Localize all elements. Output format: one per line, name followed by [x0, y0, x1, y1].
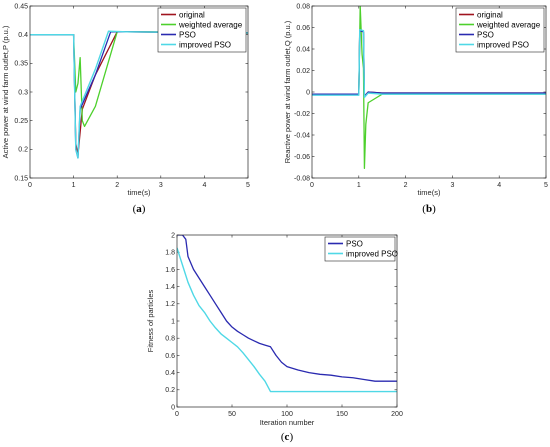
series-line-improved-pso [30, 30, 248, 159]
y-tick-label: 1 [171, 318, 175, 325]
y-tick-label: 2 [171, 232, 175, 239]
series-group [30, 30, 248, 159]
chart-panel-a: 0 1 2 3 4 5 0.15 0.2 0.25 0.3 0.35 0.4 0.45 originalw… [1, 3, 250, 215]
legend-entry: PSO [179, 30, 196, 39]
axes-frame [176, 234, 398, 408]
legend-entry: original [179, 10, 205, 19]
legend-entry: PSO [346, 239, 363, 248]
y-tick-label: 1.6 [165, 267, 175, 274]
series-line-improved-pso [177, 247, 397, 393]
y-tick-label: -0.08 [294, 175, 310, 182]
x-tick-label: 4 [497, 182, 501, 189]
y-tick-label: 0 [306, 89, 310, 96]
y-tick-label: -0.02 [294, 111, 310, 118]
y-tick-label: 0.25 [14, 118, 28, 125]
x-tick-label: 3 [450, 182, 454, 189]
x-tick-label: 4 [202, 182, 206, 189]
y-tick-label: 0.04 [296, 46, 310, 53]
y-tick-label: 0 [171, 404, 175, 411]
legend-entry: PSO [477, 30, 494, 39]
y-tick-label: 0.4 [18, 32, 28, 39]
series-group [177, 235, 397, 393]
x-tick-label: 5 [246, 182, 250, 189]
legend-entry: improved PSO [477, 40, 529, 49]
y-tick-label: 1.8 [165, 250, 175, 257]
y-tick-label: 0.4 [165, 370, 175, 377]
x-tick-label: 2 [404, 182, 408, 189]
legend-entry: improved PSO [346, 249, 398, 258]
y-tick-label: -0.06 [294, 154, 310, 161]
y-axis-label: Fitness of particles [146, 289, 155, 352]
x-tick-label: 150 [336, 411, 348, 418]
x-axis-label: time(s) [128, 188, 151, 197]
y-axis-label: Reactive power at wind farm outlet,Q (p.… [283, 20, 292, 163]
y-tick-label: 0.02 [296, 68, 310, 75]
x-tick-label: 0 [310, 182, 314, 189]
y-tick-label: 0.2 [165, 387, 175, 394]
legend-entry: weighted average [178, 20, 243, 29]
legend-entry: original [477, 10, 503, 19]
y-tick-label: 0.35 [14, 61, 28, 68]
x-tick-label: 2 [115, 182, 119, 189]
x-tick-label: 50 [228, 411, 236, 418]
x-tick-label: 1 [357, 182, 361, 189]
x-tick-label: 1 [72, 182, 76, 189]
y-axis-label: Active power at wind farm outlet,P (p.u.… [1, 25, 10, 158]
y-tick-label: 0.8 [165, 336, 175, 343]
x-axis-label: Iteration number [260, 418, 315, 427]
panel-label: (c) [281, 431, 294, 443]
chart-panel-b: 0 1 2 3 4 5 -0.08 -0.06 -0.04 -0.02 0 0.02 0.04 0.06 0… [283, 3, 548, 215]
axes-frame [29, 5, 249, 179]
legend-entry: improved PSO [179, 40, 231, 49]
legend-box [324, 236, 396, 262]
x-tick-label: 5 [544, 182, 548, 189]
y-tick-label: 1.4 [165, 284, 175, 291]
y-tick-label: 1.2 [165, 301, 175, 308]
series-line-pso [177, 235, 397, 382]
axes-frame [311, 5, 547, 179]
y-tick-label: -0.04 [294, 132, 310, 139]
y-tick-label: 0.6 [165, 353, 175, 360]
x-tick-label: 200 [391, 411, 403, 418]
x-axis-label: time(s) [418, 188, 441, 197]
legend-box [157, 7, 247, 53]
legend-entry: weighted average [476, 20, 541, 29]
series-group [312, 6, 546, 169]
x-tick-label: 0 [175, 411, 179, 418]
chart-panel-c: 0 50 100 150 200 0 0.2 0.4 0.6 0.8 1 1.2 1.4 1.6 1.8 2 P… [146, 232, 403, 443]
panel-label: (a) [133, 203, 146, 215]
y-tick-label: 0.2 [18, 147, 28, 154]
y-tick-label: 0.06 [296, 25, 310, 32]
y-tick-label: 0.08 [296, 3, 310, 10]
x-tick-label: 0 [28, 182, 32, 189]
y-tick-label: 0.15 [14, 175, 28, 182]
x-tick-label: 3 [159, 182, 163, 189]
panel-label: (b) [422, 203, 436, 215]
series-line-improved-pso [312, 28, 546, 99]
y-tick-label: 0.45 [14, 3, 28, 10]
y-tick-label: 0.3 [18, 89, 28, 96]
x-tick-label: 100 [281, 411, 293, 418]
